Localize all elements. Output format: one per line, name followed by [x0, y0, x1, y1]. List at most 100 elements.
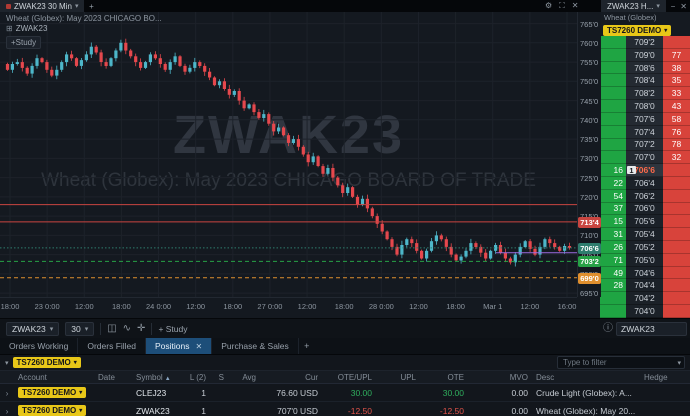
dom-bid-cell[interactable] [600, 48, 626, 62]
settings-icon[interactable]: ⚙ [545, 1, 553, 10]
dom-price-row[interactable]: 709'2 [600, 36, 690, 49]
chart-window-tab[interactable]: ZWAK23 30 Min ▾ [0, 0, 85, 12]
column-header-date[interactable]: Date [98, 372, 115, 382]
dom-ask-cell[interactable]: 58 [663, 112, 690, 126]
dom-bid-cell[interactable] [600, 100, 626, 113]
dom-price-row[interactable]: 22 706'4 [600, 176, 690, 190]
dom-account-selector[interactable]: TS7260 DEMO ▾ [603, 24, 672, 36]
column-header-l[interactable]: L (2) [189, 372, 206, 382]
dom-bid-cell[interactable] [600, 112, 626, 126]
position-row[interactable]: › TS7260 DEMO ▾ CLEJ23 1 76.60 USD 30.00 30.00 0… [0, 384, 690, 402]
column-header-mvo[interactable]: MVO [509, 372, 528, 382]
column-header-desc[interactable]: Desc [536, 372, 555, 382]
dom-price-row[interactable]: 37 706'0 [600, 202, 690, 216]
dom-bid-cell[interactable] [600, 125, 626, 139]
minimize-icon[interactable]: − [670, 1, 676, 11]
tab-positions[interactable]: Positions ✕ [146, 338, 213, 354]
row-expander[interactable]: › [5, 405, 9, 416]
tab-orders-filled[interactable]: Orders Filled [78, 338, 147, 354]
dom-price-row[interactable]: 54 706'2 [600, 189, 690, 203]
dom-bid-cell[interactable]: 31 [600, 228, 626, 241]
price-axis[interactable]: 765'0 760'0 755'0 750'0 745'0 740'0 735'0 730'0… [577, 12, 601, 298]
dom-ask-cell[interactable]: 35 [663, 74, 690, 88]
new-window-tab-button[interactable]: + [89, 1, 94, 11]
dom-ask-cell[interactable] [663, 241, 690, 254]
dom-ask-cell[interactable] [663, 189, 690, 203]
dom-bid-cell[interactable] [600, 87, 626, 101]
dom-price-row[interactable]: 707'6 58 [600, 112, 690, 126]
dom-price-row[interactable]: 708'6 38 [600, 61, 690, 75]
positions-filter-input[interactable] [561, 357, 676, 368]
column-header-symbol[interactable]: Symbol ▲ [136, 372, 171, 382]
add-study-toolbar-button[interactable]: + Study [158, 323, 188, 334]
dom-bid-cell[interactable]: 37 [600, 202, 626, 216]
add-tab-button[interactable]: + [304, 341, 310, 351]
dom-symbol-input[interactable]: ZWAK23 [616, 321, 687, 336]
column-header-oteupl[interactable]: OTE/UPL [337, 372, 372, 382]
column-header-hedge[interactable]: Hedge [644, 372, 668, 382]
dom-price-row[interactable]: 707'0 32 [600, 151, 690, 165]
dom-ask-cell[interactable]: 32 [663, 151, 690, 165]
dom-price-row[interactable]: 704'2 [600, 292, 690, 306]
dom-bid-cell[interactable] [600, 305, 626, 318]
dom-ask-cell[interactable]: 78 [663, 138, 690, 152]
dom-price-row[interactable]: 708'0 43 [600, 100, 690, 113]
account-badge[interactable]: TS7260 DEMO ▾ [18, 405, 87, 416]
account-badge[interactable]: TS7260 DEMO ▾ [18, 387, 87, 398]
dom-bid-cell[interactable]: 28 [600, 279, 626, 293]
dom-bid-cell[interactable]: 54 [600, 189, 626, 203]
dom-bid-cell[interactable] [600, 138, 626, 152]
dom-bid-cell[interactable]: 49 [600, 266, 626, 280]
dom-price-row[interactable]: 31 705'4 [600, 228, 690, 241]
close-icon[interactable]: ✕ [680, 1, 687, 11]
dom-price-row[interactable]: 26 705'2 [600, 241, 690, 254]
dom-price-row[interactable]: 707'2 78 [600, 138, 690, 152]
position-row[interactable]: › TS7260 DEMO ▾ ZWAK23 1 707'0 USD -12.50 -12.5… [0, 402, 690, 416]
dom-ask-cell[interactable] [663, 292, 690, 306]
row-expander[interactable]: › [5, 387, 9, 398]
dom-ask-cell[interactable] [663, 228, 690, 241]
tab-orders-working[interactable]: Orders Working [0, 338, 79, 354]
dom-price-row[interactable]: 704'0 [600, 305, 690, 318]
dom-ask-cell[interactable] [663, 266, 690, 280]
dom-price-row[interactable]: 707'4 76 [600, 125, 690, 139]
add-study-button[interactable]: +Study [6, 36, 42, 49]
dom-ask-cell[interactable] [663, 305, 690, 318]
maximize-icon[interactable]: ⛶ [559, 1, 565, 10]
dom-ask-cell[interactable] [663, 202, 690, 216]
dom-price-row[interactable]: 708'4 35 [600, 74, 690, 88]
dom-price-row[interactable]: 708'2 33 [600, 87, 690, 101]
dom-ask-cell[interactable]: 77 [663, 48, 690, 62]
dom-price-row[interactable]: 28 704'4 [600, 279, 690, 293]
dom-ask-cell[interactable] [663, 36, 690, 49]
time-axis[interactable]: 18:00 23 0:00 12:00 18:00 24 0:00 12:00 18:00 2… [0, 297, 577, 319]
dom-bid-cell[interactable]: 22 [600, 176, 626, 190]
dom-bid-cell[interactable] [600, 151, 626, 165]
collapse-legend-icon[interactable]: ⊞ [6, 24, 13, 33]
symbol-input[interactable]: ZWAK23 ▾ [6, 321, 60, 336]
dom-ask-cell[interactable]: 38 [663, 61, 690, 75]
close-icon[interactable]: ✕ [195, 341, 203, 351]
chevron-down-icon[interactable]: ▾ [677, 359, 681, 367]
dom-bid-cell[interactable] [600, 74, 626, 88]
chart-type-icon[interactable]: ◫ [107, 322, 117, 334]
dom-ask-cell[interactable] [663, 253, 690, 267]
dom-price-row[interactable]: 49 704'6 [600, 266, 690, 280]
positions-account-selector[interactable]: TS7260 DEMO ▾ [12, 357, 81, 368]
dom-ask-cell[interactable] [663, 279, 690, 293]
dom-price-row[interactable]: 15 705'6 [600, 215, 690, 229]
column-header-account[interactable]: Account [18, 372, 47, 382]
dom-price-row[interactable]: 709'0 77 [600, 48, 690, 62]
close-icon[interactable]: ✕ [571, 1, 579, 10]
indicators-icon[interactable]: ∿ [122, 322, 132, 334]
dom-price-row[interactable]: 16 706'6 1 [600, 164, 690, 177]
interval-dropdown[interactable]: 30 ▾ [65, 321, 95, 336]
dom-ask-cell[interactable]: 76 [663, 125, 690, 139]
crosshair-icon[interactable]: ✛ [137, 322, 146, 334]
column-header-ote[interactable]: OTE [447, 372, 464, 382]
dom-window-tab[interactable]: ZWAK23 H... ▾ [601, 0, 666, 12]
dom-bid-cell[interactable]: 16 [600, 164, 626, 177]
price-chart-canvas[interactable] [0, 12, 577, 297]
dom-bid-cell[interactable]: 15 [600, 215, 626, 229]
dom-bid-cell[interactable]: 26 [600, 241, 626, 254]
